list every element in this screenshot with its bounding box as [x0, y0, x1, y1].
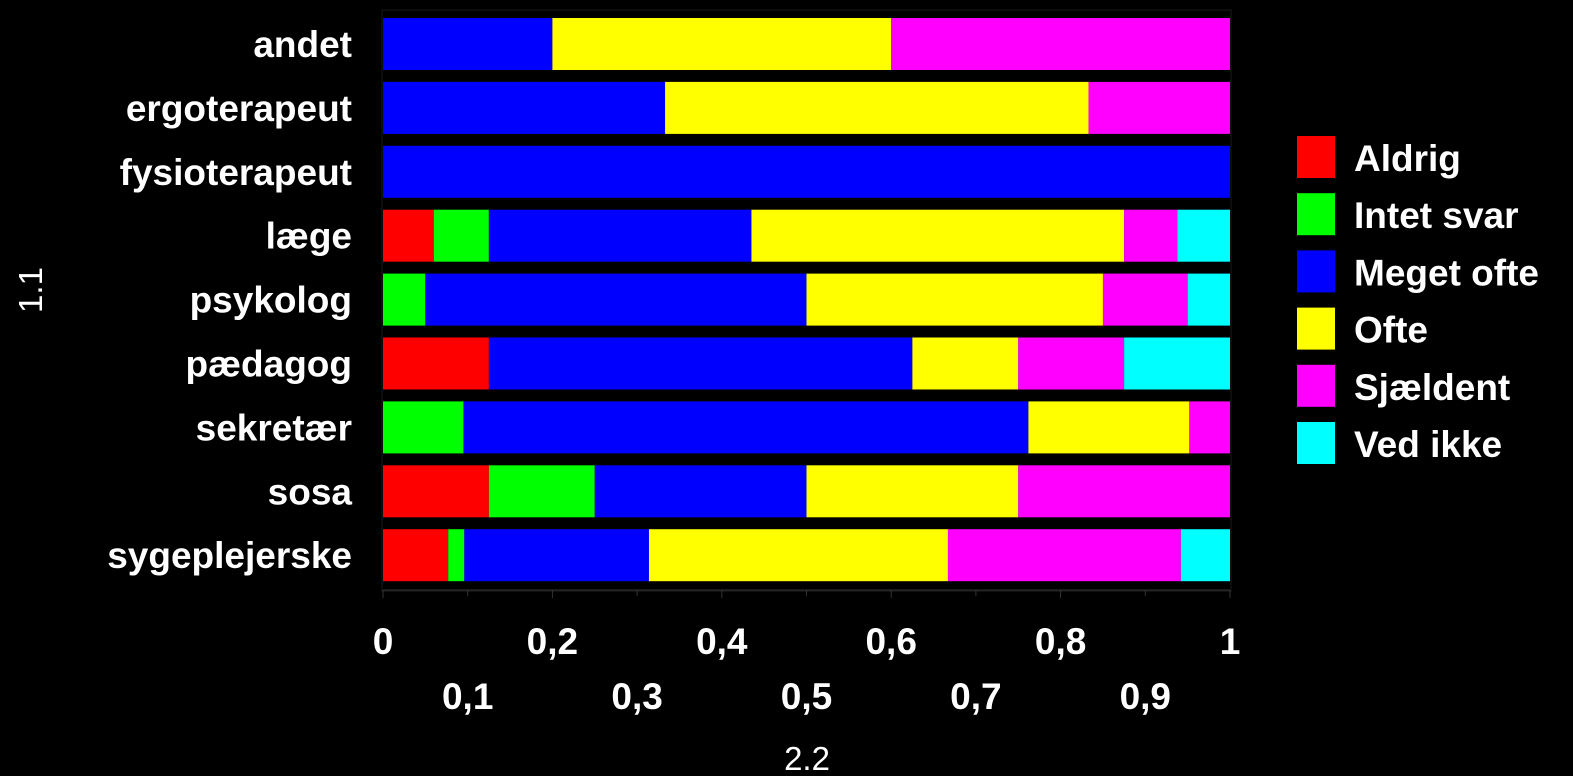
- bar-segment-pædagog-sjældent: [1018, 337, 1125, 390]
- bar-segment-sygeplejerske-ofte: [648, 529, 948, 582]
- legend-swatch-ofte: [1297, 307, 1335, 350]
- bar-segment-sekretær-sjældent: [1189, 401, 1230, 454]
- x-tick-label: 0,9: [1120, 676, 1171, 717]
- bar-segment-sekretær-ofte: [1028, 401, 1190, 454]
- x-tick-label: 0,2: [527, 621, 578, 662]
- x-tick-label: 0,4: [696, 621, 748, 662]
- bar-segment-sygeplejerske-sjældent: [947, 529, 1181, 582]
- legend-label: Ved ikke: [1354, 424, 1502, 465]
- x-tick-label: 0,1: [442, 676, 493, 717]
- bar-segment-andet-sjældent: [891, 18, 1230, 70]
- bar-segment-ergoterapeut-ofte: [665, 81, 1089, 134]
- bar-segment-psykolog-ved-ikke: [1187, 273, 1230, 326]
- x-axis-title: 2.2: [784, 740, 830, 776]
- x-tick-label: 0: [373, 621, 394, 662]
- x-axis-ticks: 0 0,2 0,4 0,6 0,8 1 0,1 0,3 0,5 0,7 0,9: [373, 589, 1241, 717]
- x-tick-label: 0,5: [781, 676, 832, 717]
- category-label: pædagog: [186, 344, 352, 385]
- legend-label: Sjældent: [1354, 367, 1510, 408]
- category-label: ergoterapeut: [126, 88, 352, 129]
- x-tick-label: 0,6: [865, 621, 916, 662]
- category-label: læge: [266, 216, 352, 257]
- x-tick-label: 0,7: [950, 676, 1001, 717]
- category-label: sosa: [268, 471, 353, 512]
- bar-segment-sygeplejerske-aldrig: [383, 529, 449, 582]
- bar-segment-andet-meget-ofte: [383, 18, 553, 70]
- bar-segment-psykolog-intet-svar: [383, 273, 426, 326]
- bar-segment-fysioterapeut-meget-ofte: [383, 145, 1230, 198]
- legend: Aldrig Intet svar Meget ofte Ofte Sjældent Ve…: [1297, 136, 1539, 465]
- bar-segment-psykolog-ofte: [806, 273, 1103, 326]
- bar-segment-psykolog-meget-ofte: [425, 273, 807, 326]
- bar-segment-ergoterapeut-sjældent: [1088, 81, 1230, 134]
- legend-swatch-meget-ofte: [1297, 250, 1335, 293]
- bar-segment-sekretær-meget-ofte: [463, 401, 1029, 454]
- x-tick-label: 0,8: [1035, 621, 1086, 662]
- category-label: sygeplejerske: [107, 535, 352, 576]
- legend-swatch-sjældent: [1297, 364, 1335, 407]
- category-label: andet: [253, 24, 352, 65]
- bar-segment-ergoterapeut-meget-ofte: [383, 81, 666, 134]
- legend-label: Ofte: [1354, 310, 1428, 351]
- category-label: sekretær: [196, 407, 352, 448]
- x-tick-label: 1: [1220, 621, 1241, 662]
- bar-segment-læge-ved-ikke: [1177, 209, 1230, 262]
- legend-label: Aldrig: [1354, 138, 1461, 179]
- bar-segment-sosa-sjældent: [1018, 465, 1230, 518]
- bar-segment-sosa-aldrig: [383, 465, 489, 518]
- bar-segment-pædagog-ofte: [912, 337, 1019, 390]
- bar-segment-sekretær-intet-svar: [383, 401, 464, 454]
- legend-swatch-ved-ikke: [1297, 422, 1335, 464]
- legend-swatch-intet-svar: [1297, 193, 1335, 236]
- bars-group: [381, 9, 1232, 592]
- bar-segment-andet-ofte: [552, 18, 892, 70]
- bar-segment-sosa-ofte: [806, 465, 1019, 518]
- bar-segment-pædagog-ved-ikke: [1124, 337, 1230, 390]
- category-labels: andet ergoterapeut fysioterapeut læge psykol…: [107, 24, 352, 576]
- x-tick-label: 0,3: [611, 676, 662, 717]
- category-label: psykolog: [190, 280, 352, 321]
- bar-segment-pædagog-meget-ofte: [488, 337, 913, 390]
- bar-segment-sygeplejerske-intet-svar: [448, 529, 465, 582]
- bar-segment-læge-meget-ofte: [488, 209, 752, 262]
- legend-label: Meget ofte: [1354, 252, 1539, 293]
- bar-segment-sosa-intet-svar: [488, 465, 595, 518]
- bar-segment-psykolog-sjældent: [1102, 273, 1188, 326]
- bar-segment-læge-sjældent: [1124, 209, 1178, 262]
- y-axis-title: 1.1: [12, 267, 49, 313]
- legend-swatch-aldrig: [1297, 136, 1335, 178]
- category-label: fysioterapeut: [120, 152, 352, 193]
- bar-segment-sygeplejerske-meget-ofte: [464, 529, 649, 582]
- legend-label: Intet svar: [1354, 195, 1519, 236]
- bar-segment-sosa-meget-ofte: [594, 465, 807, 518]
- bar-segment-sygeplejerske-ved-ikke: [1180, 529, 1230, 582]
- bar-segment-læge-aldrig: [383, 209, 434, 262]
- bar-segment-læge-intet-svar: [433, 209, 489, 262]
- bar-segment-pædagog-aldrig: [383, 337, 489, 390]
- bar-segment-læge-ofte: [751, 209, 1125, 262]
